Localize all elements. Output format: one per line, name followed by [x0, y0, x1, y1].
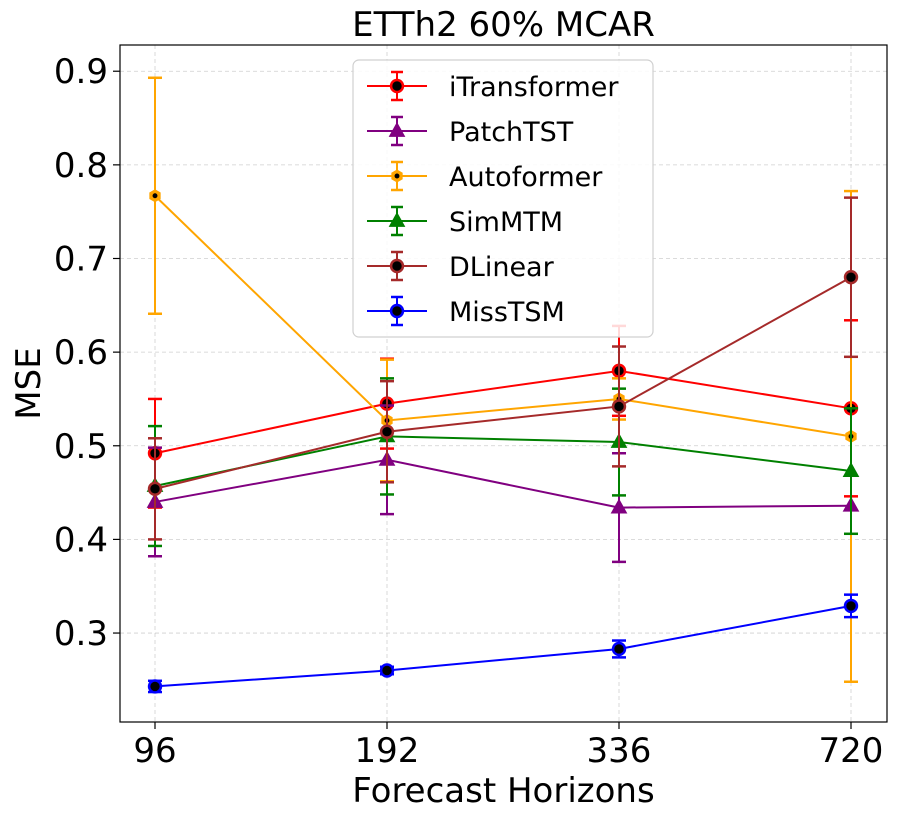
plot-frame	[119, 44, 888, 723]
marker-core	[394, 173, 400, 179]
y-tick-label: 0.3	[54, 614, 108, 654]
x-tick-label: 192	[355, 731, 420, 771]
legend-label: iTransformer	[449, 72, 619, 103]
legend-entry: PatchTST	[367, 115, 574, 148]
data-point	[843, 598, 859, 614]
legend-entry: Autoformer	[367, 160, 603, 193]
legend-entry: MissTSM	[367, 295, 565, 328]
y-tick-label: 0.6	[54, 333, 108, 373]
legend-label: MissTSM	[449, 297, 565, 328]
legend-label: DLinear	[449, 252, 555, 283]
marker-core	[152, 193, 158, 199]
y-axis-label: MSE	[9, 347, 49, 419]
x-tick-label: 720	[819, 731, 884, 771]
data-point	[379, 424, 395, 439]
series-line	[154, 369, 852, 455]
data-point	[147, 679, 163, 694]
series-line	[154, 458, 852, 509]
legend-marker	[388, 211, 406, 227]
y-tick-label: 0.9	[54, 52, 108, 92]
data-point	[611, 399, 627, 414]
x-axis-label: Forecast Horizons	[352, 771, 654, 811]
legend-label: Autoformer	[449, 162, 603, 193]
y-tick-label: 0.5	[54, 427, 108, 467]
legend-entry: DLinear	[367, 250, 555, 283]
data-point	[611, 641, 627, 657]
legend-marker	[389, 303, 405, 319]
legend-marker	[389, 258, 405, 274]
legend-marker	[391, 169, 403, 183]
series-line	[154, 276, 852, 490]
series-layer	[146, 76, 860, 694]
y-tick-label: 0.7	[54, 239, 108, 279]
y-tick-label: 0.4	[54, 520, 108, 560]
legend-label: PatchTST	[449, 117, 574, 148]
series-dlinear	[147, 196, 859, 541]
legend-marker	[388, 121, 406, 137]
legend-marker	[389, 78, 405, 94]
data-point	[843, 270, 859, 285]
ticks: 0.3 0.4 0.5 0.6 0.7 0.8 0.9 96 192 336 720	[54, 52, 884, 771]
series-simmtm	[146, 377, 860, 548]
x-tick-label: 336	[587, 731, 652, 771]
series-line	[154, 435, 852, 488]
legend: iTransformer PatchTST Autoformer SimMTM DLin…	[352, 59, 654, 338]
legend-entry: iTransformer	[367, 70, 619, 103]
series-line	[154, 195, 852, 438]
legend-label: SimMTM	[449, 207, 563, 238]
legend-entry: SimMTM	[367, 205, 563, 238]
chart-title: ETTh2 60% MCAR	[352, 5, 655, 45]
data-point	[842, 462, 860, 477]
series-misstsm	[147, 593, 859, 694]
data-point	[149, 189, 161, 203]
series-itransformer	[147, 319, 859, 509]
series-patchtst	[146, 404, 860, 564]
data-point	[610, 498, 628, 514]
data-point	[147, 481, 163, 497]
y-tick-label: 0.8	[54, 146, 108, 186]
series-line	[154, 604, 852, 688]
legend-box	[352, 59, 654, 338]
data-point	[379, 663, 395, 678]
x-tick-label: 96	[133, 731, 176, 771]
